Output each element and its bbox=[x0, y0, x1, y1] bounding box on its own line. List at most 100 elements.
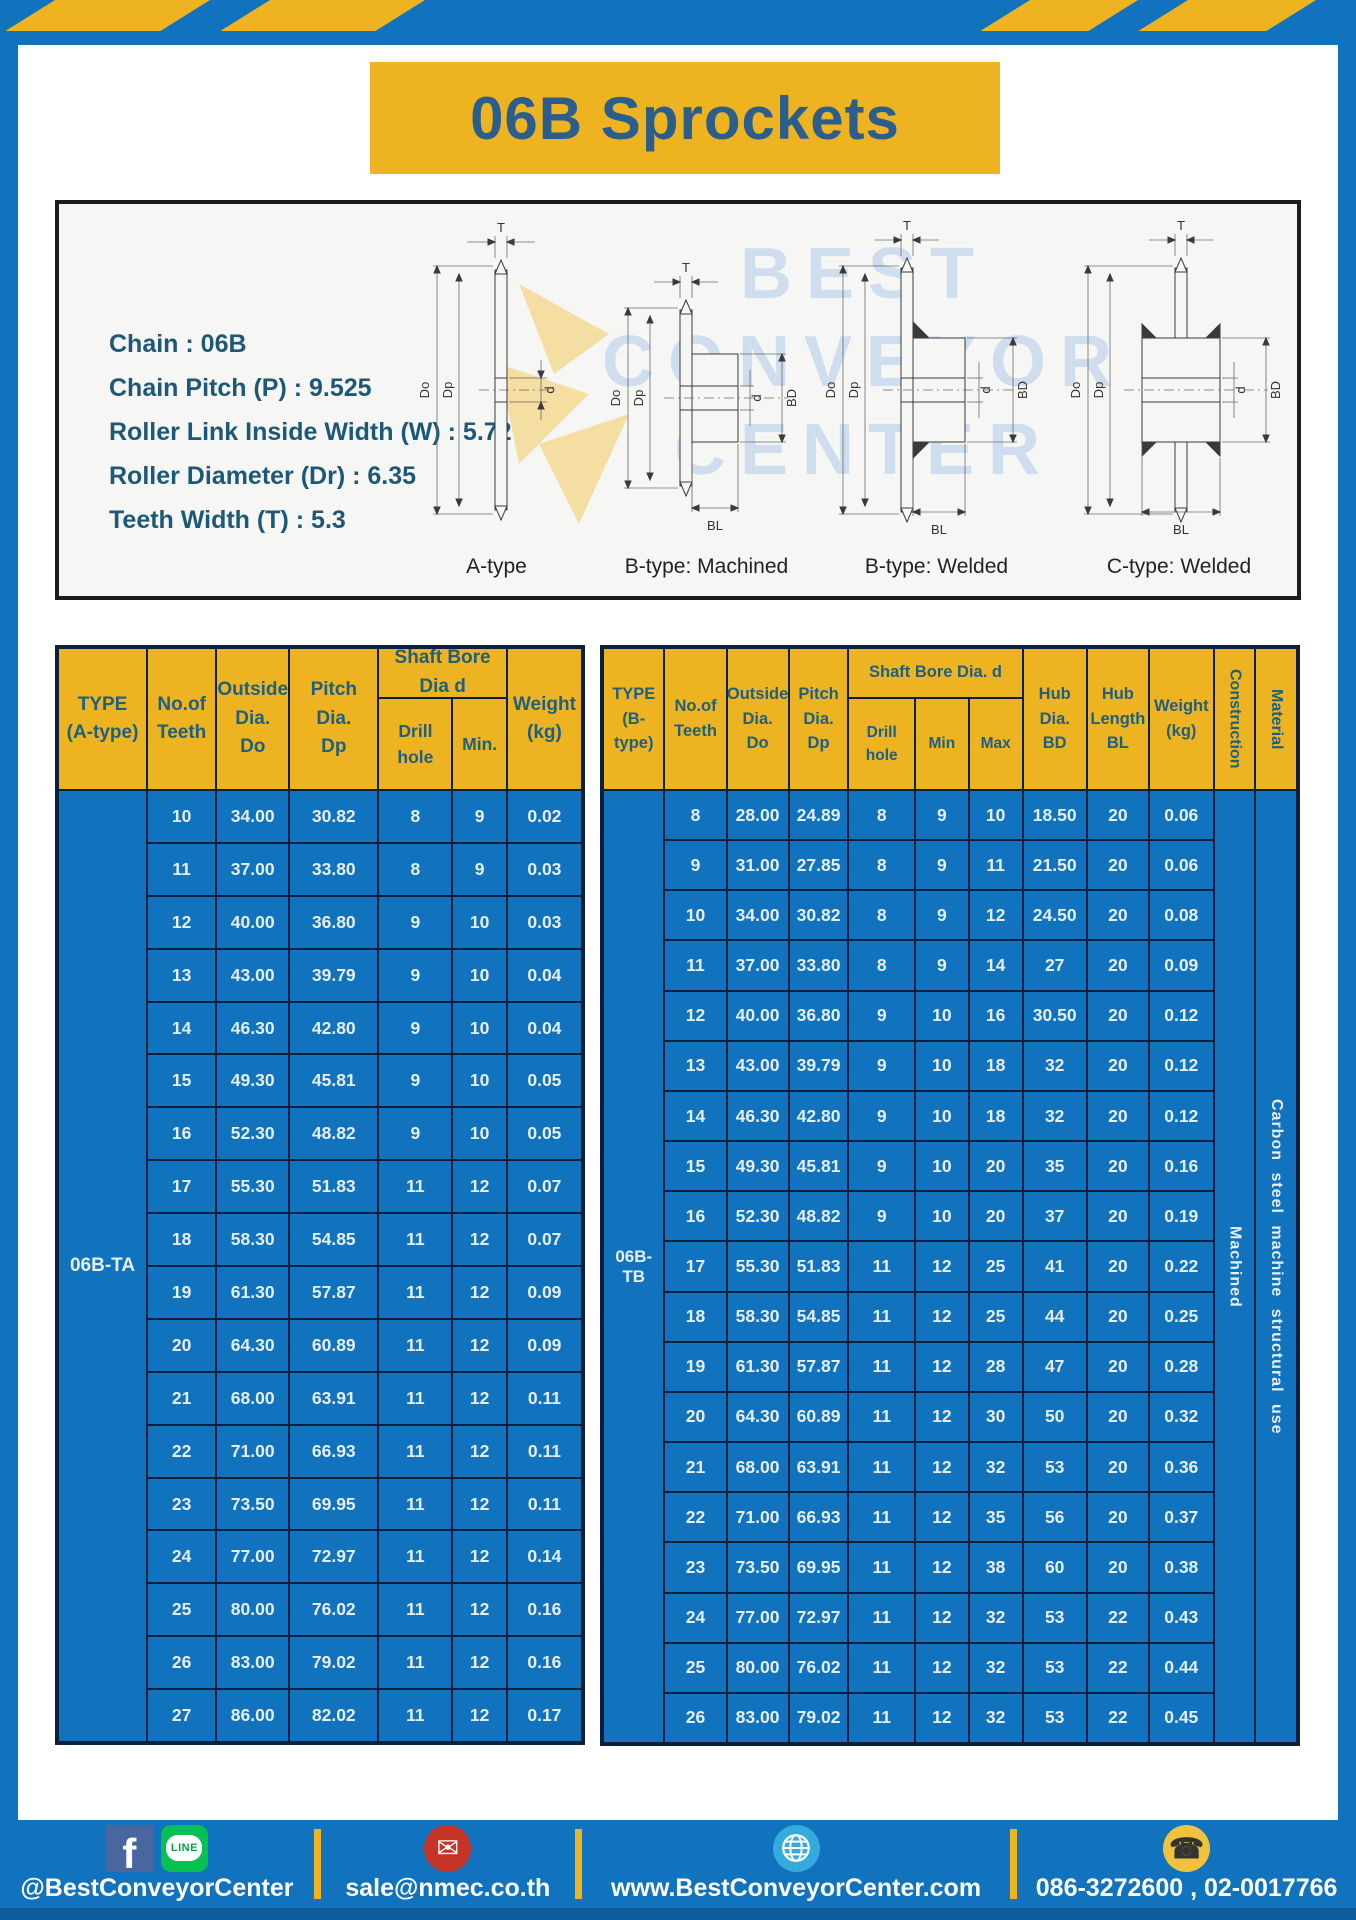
table-cell: 20 bbox=[1086, 990, 1149, 1041]
line-app-icon[interactable]: LINE bbox=[160, 1824, 208, 1872]
dim-label-bl: BL bbox=[707, 518, 723, 533]
table-cell: 48.82 bbox=[289, 1107, 379, 1161]
table-cell: 60.89 bbox=[788, 1391, 849, 1443]
table-cell: 19 bbox=[147, 1266, 217, 1319]
column-header-construction: Construction bbox=[1213, 648, 1256, 790]
website-url[interactable]: www.BestConveyorCenter.com bbox=[611, 1874, 982, 1902]
dim-label-do: Do bbox=[608, 390, 623, 407]
page-title: 06B Sprockets bbox=[470, 84, 900, 152]
column-header-drill-hole: Drill hole bbox=[378, 697, 453, 790]
table-cell: 22 bbox=[1086, 1642, 1149, 1693]
table-cell: 32 bbox=[968, 1442, 1023, 1493]
social-handle[interactable]: @BestConveyorCenter bbox=[20, 1874, 294, 1902]
table-cell: 86.00 bbox=[216, 1689, 290, 1743]
table-cell: 10 bbox=[914, 990, 969, 1041]
table-cell: 54.85 bbox=[788, 1291, 849, 1342]
table-cell: 58.30 bbox=[216, 1213, 290, 1267]
table-cell: 50 bbox=[1022, 1391, 1087, 1443]
phone-numbers[interactable]: 086-3272600 , 02-0017766 bbox=[1035, 1874, 1338, 1902]
table-cell: 18 bbox=[968, 1090, 1023, 1142]
email-contact-group: ✉ sale@nmec.co.th bbox=[321, 1820, 575, 1908]
social-contact-group: f LINE @BestConveyorCenter bbox=[0, 1820, 314, 1908]
table-cell: 11 bbox=[848, 1241, 915, 1292]
table-cell: 36.80 bbox=[289, 895, 379, 949]
table-cell: 9 bbox=[914, 940, 969, 991]
table-cell: 42.80 bbox=[788, 1090, 849, 1142]
table-cell: 9 bbox=[378, 1054, 453, 1108]
table-cell: 8 bbox=[378, 842, 453, 896]
table-cell: 25 bbox=[664, 1642, 727, 1693]
a-type-drawing: T Do Dp d bbox=[417, 220, 559, 522]
table-cell: 53 bbox=[1022, 1642, 1087, 1693]
facebook-icon[interactable]: f bbox=[105, 1824, 153, 1872]
website-contact-group: www.BestConveyorCenter.com bbox=[582, 1820, 1010, 1908]
table-cell: 12 bbox=[452, 1213, 507, 1267]
column-header-hub-length: Hub Length BL bbox=[1086, 648, 1149, 790]
table-cell: 14 bbox=[147, 1001, 217, 1055]
figure-caption: A-type bbox=[466, 555, 527, 578]
table-cell: 12 bbox=[914, 1692, 969, 1743]
table-cell: 76.02 bbox=[289, 1583, 379, 1637]
phone-icon[interactable]: ☎ bbox=[1163, 1824, 1211, 1872]
table-row: 17 55.30 51.83 11 12 25 41 20 0.22 bbox=[664, 1241, 1214, 1292]
table-cell: 10 bbox=[664, 890, 727, 941]
dim-label-t: T bbox=[1177, 218, 1185, 233]
column-header-outside-dia: Outside Dia. Do bbox=[726, 648, 789, 790]
table-row: 23 73.50 69.95 11 12 38 60 20 0.38 bbox=[664, 1542, 1214, 1593]
table-cell: 11 bbox=[378, 1636, 453, 1690]
table-cell: 35 bbox=[1022, 1141, 1087, 1192]
column-header-max: Max bbox=[968, 697, 1023, 790]
table-cell: 12 bbox=[452, 1160, 507, 1214]
shaft-bore-header-group: Shaft Bore Dia d Drill hole Min. bbox=[378, 647, 507, 790]
email-address[interactable]: sale@nmec.co.th bbox=[345, 1874, 551, 1902]
table-cell: 0.09 bbox=[506, 1266, 582, 1319]
c-type-welded-drawing: T Do Dp d bbox=[1068, 218, 1283, 537]
table-cell: 11 bbox=[378, 1371, 453, 1425]
figure-c-type-welded: T Do Dp d bbox=[1059, 210, 1297, 594]
table-cell: 0.37 bbox=[1148, 1492, 1214, 1543]
table-cell: 73.50 bbox=[726, 1542, 789, 1593]
table-row: 20 64.30 60.89 11 12 30 50 20 0.32 bbox=[664, 1391, 1214, 1443]
table-cell: 20 bbox=[1086, 1291, 1149, 1342]
dim-label-dp: Dp bbox=[631, 390, 646, 407]
table-cell: 12 bbox=[914, 1442, 969, 1493]
table-cell: 8 bbox=[378, 790, 453, 843]
dim-label-t: T bbox=[903, 218, 911, 233]
table-cell: 11 bbox=[378, 1318, 453, 1372]
table-cell: 12 bbox=[914, 1642, 969, 1693]
column-header-type: TYPE (B-type) bbox=[603, 648, 665, 790]
dim-label-d: d bbox=[1233, 386, 1248, 393]
globe-icon[interactable] bbox=[772, 1824, 820, 1872]
table-cell: 12 bbox=[452, 1530, 507, 1584]
table-cell: 0.08 bbox=[1148, 890, 1214, 941]
table-cell: 20 bbox=[1086, 1040, 1149, 1091]
table-cell: 43.00 bbox=[216, 948, 290, 1002]
table-cell: 58.30 bbox=[726, 1291, 789, 1342]
table-cell: 9 bbox=[848, 990, 915, 1041]
phone-contact-group: ☎ 086-3272600 , 02-0017766 bbox=[1017, 1820, 1356, 1908]
table-cell: 20 bbox=[147, 1318, 217, 1372]
table-cell: 47 bbox=[1022, 1341, 1087, 1392]
column-header-teeth: No.of Teeth bbox=[664, 648, 727, 790]
table-cell: 37 bbox=[1022, 1191, 1087, 1242]
email-icon[interactable]: ✉ bbox=[424, 1824, 472, 1872]
table-cell: 20 bbox=[1086, 1542, 1149, 1593]
dim-label-bd: BD bbox=[1015, 381, 1030, 399]
table-cell: 35 bbox=[968, 1492, 1023, 1543]
table-cell: 0.44 bbox=[1148, 1642, 1214, 1693]
shaft-bore-header-group: Shaft Bore Dia. d Drill hole Min Max bbox=[848, 648, 1023, 790]
table-cell: 18 bbox=[147, 1213, 217, 1267]
table-cell: 0.16 bbox=[1148, 1141, 1214, 1192]
table-cell: 55.30 bbox=[726, 1241, 789, 1292]
table-cell: 32 bbox=[1022, 1090, 1087, 1142]
table-cell: 12 bbox=[914, 1592, 969, 1643]
table-row: 16 52.30 48.82 9 10 0.05 bbox=[147, 1107, 582, 1161]
table-cell: 12 bbox=[452, 1583, 507, 1637]
table-cell: 82.02 bbox=[289, 1689, 379, 1743]
table-cell: 9 bbox=[378, 948, 453, 1002]
table-cell: 21 bbox=[147, 1371, 217, 1425]
table-cell: 15 bbox=[664, 1141, 727, 1192]
table-cell: 61.30 bbox=[216, 1266, 290, 1319]
table-cell: 9 bbox=[848, 1090, 915, 1142]
table-cell: 11 bbox=[378, 1530, 453, 1584]
